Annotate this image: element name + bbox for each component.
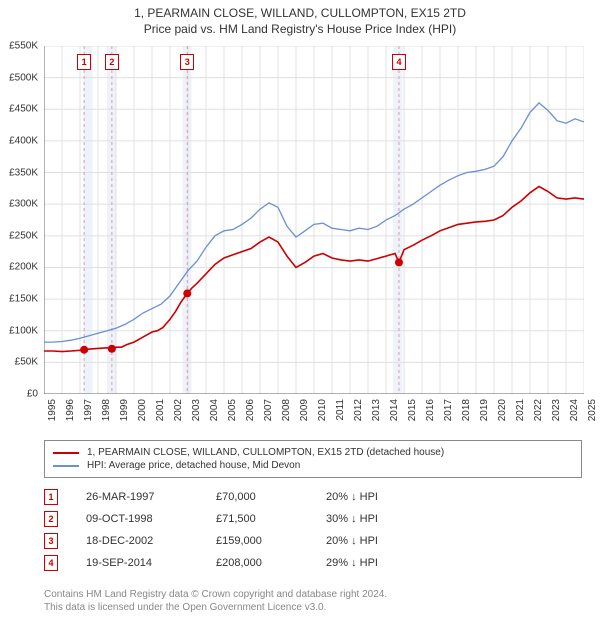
event-row-price: £208,000: [216, 557, 326, 569]
x-axis-labels: 1995 1996 1997 1998 1999 2000 2001 2002 2003 2004…: [44, 396, 584, 436]
y-tick-label: £150K: [9, 294, 38, 305]
y-tick-label: £350K: [9, 167, 38, 178]
event-marker-1: 1: [77, 54, 91, 70]
y-axis-labels: £0£50K£100K£150K£200K£250K£300K£350K£400…: [0, 46, 42, 394]
y-tick-label: £300K: [9, 199, 38, 210]
event-row-marker: 3: [44, 533, 58, 549]
x-tick-label: 2013: [371, 399, 382, 421]
x-tick-label: 2022: [533, 399, 544, 421]
footer-line2: This data is licensed under the Open Gov…: [44, 601, 584, 614]
x-tick-label: 2021: [515, 399, 526, 421]
event-row: 1 26-MAR-1997£70,00020% ↓ HPI: [44, 486, 584, 508]
y-tick-label: £550K: [9, 41, 38, 52]
event-row-date: 26-MAR-1997: [86, 491, 216, 503]
x-tick-label: 2025: [587, 399, 598, 421]
x-tick-label: 2003: [191, 399, 202, 421]
event-row-marker: 1: [44, 489, 58, 505]
chart-svg: [44, 46, 584, 394]
legend-item-property: 1, PEARMAIN CLOSE, WILLAND, CULLOMPTON, …: [53, 446, 573, 459]
y-tick-label: £400K: [9, 135, 38, 146]
x-tick-label: 2011: [335, 399, 346, 421]
x-tick-label: 1997: [83, 399, 94, 421]
footer-line1: Contains HM Land Registry data © Crown c…: [44, 588, 584, 601]
y-tick-label: £100K: [9, 325, 38, 336]
event-row-price: £159,000: [216, 535, 326, 547]
x-tick-label: 2000: [137, 399, 148, 421]
legend-swatch-hpi: [53, 465, 79, 467]
x-tick-label: 2002: [173, 399, 184, 421]
x-tick-label: 2001: [155, 399, 166, 421]
legend-label-hpi: HPI: Average price, detached house, Mid …: [87, 460, 300, 471]
chart-title-line1: 1, PEARMAIN CLOSE, WILLAND, CULLOMPTON, …: [0, 0, 600, 20]
x-tick-label: 2018: [461, 399, 472, 421]
events-table: 126-MAR-1997£70,00020% ↓ HPI209-OCT-1998…: [44, 486, 584, 574]
footer-attribution: Contains HM Land Registry data © Crown c…: [44, 588, 584, 614]
x-tick-label: 2012: [353, 399, 364, 421]
event-row-price: £71,500: [216, 513, 326, 525]
event-row: 2 09-OCT-1998£71,50030% ↓ HPI: [44, 508, 584, 530]
x-tick-label: 2008: [281, 399, 292, 421]
x-tick-label: 1999: [119, 399, 130, 421]
x-tick-label: 2005: [227, 399, 238, 421]
y-tick-label: £0: [27, 389, 38, 400]
y-tick-label: £200K: [9, 262, 38, 273]
event-row-marker: 2: [44, 511, 58, 527]
chart-plot-area: 12 3 4: [44, 46, 584, 394]
x-tick-label: 2020: [497, 399, 508, 421]
x-tick-label: 2023: [551, 399, 562, 421]
x-tick-label: 2007: [263, 399, 274, 421]
event-row-diff: 29% ↓ HPI: [326, 557, 584, 569]
event-row-diff: 30% ↓ HPI: [326, 513, 584, 525]
y-tick-label: £450K: [9, 104, 38, 115]
x-tick-label: 1998: [101, 399, 112, 421]
y-tick-label: £250K: [9, 230, 38, 241]
x-tick-label: 1995: [47, 399, 58, 421]
legend: 1, PEARMAIN CLOSE, WILLAND, CULLOMPTON, …: [44, 440, 582, 478]
x-tick-label: 2019: [479, 399, 490, 421]
legend-item-hpi: HPI: Average price, detached house, Mid …: [53, 459, 573, 472]
x-tick-label: 2024: [569, 399, 580, 421]
x-tick-label: 2010: [317, 399, 328, 421]
x-tick-label: 2016: [425, 399, 436, 421]
x-tick-label: 2009: [299, 399, 310, 421]
x-tick-label: 2017: [443, 399, 454, 421]
event-marker-3: 3: [180, 54, 194, 70]
x-tick-label: 2006: [245, 399, 256, 421]
x-tick-label: 2015: [407, 399, 418, 421]
x-tick-label: 2014: [389, 399, 400, 421]
event-row-price: £70,000: [216, 491, 326, 503]
event-row-date: 18-DEC-2002: [86, 535, 216, 547]
x-tick-label: 1996: [65, 399, 76, 421]
event-row-diff: 20% ↓ HPI: [326, 491, 584, 503]
legend-swatch-property: [53, 452, 79, 454]
event-row-marker: 4: [44, 555, 58, 571]
y-tick-label: £500K: [9, 72, 38, 83]
legend-label-property: 1, PEARMAIN CLOSE, WILLAND, CULLOMPTON, …: [87, 447, 444, 458]
event-row: 4 19-SEP-2014£208,00029% ↓ HPI: [44, 552, 584, 574]
event-row-date: 19-SEP-2014: [86, 557, 216, 569]
x-tick-label: 2004: [209, 399, 220, 421]
event-row-diff: 20% ↓ HPI: [326, 535, 584, 547]
event-row: 3 18-DEC-2002£159,00020% ↓ HPI: [44, 530, 584, 552]
event-marker-4: 4: [392, 54, 406, 70]
y-tick-label: £50K: [15, 357, 38, 368]
event-marker-2: 2: [105, 54, 119, 70]
chart-title-line2: Price paid vs. HM Land Registry's House …: [0, 20, 600, 42]
event-row-date: 09-OCT-1998: [86, 513, 216, 525]
